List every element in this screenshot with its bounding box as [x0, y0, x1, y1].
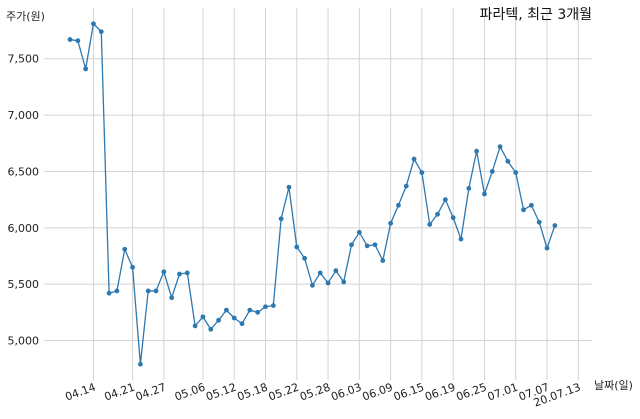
x-tick-label: 05.28 — [298, 381, 332, 404]
data-point — [247, 307, 253, 313]
data-point — [474, 148, 480, 154]
data-point — [302, 255, 307, 261]
data-point — [325, 280, 331, 286]
data-point — [489, 169, 495, 174]
data-point — [341, 279, 347, 285]
data-point — [482, 191, 487, 197]
x-tick-label: 04.27 — [134, 381, 168, 404]
x-tick-label: 06.25 — [454, 381, 488, 404]
data-point — [364, 243, 370, 249]
data-point — [411, 156, 417, 162]
data-point — [270, 303, 276, 308]
data-point — [137, 361, 143, 367]
data-point — [161, 269, 167, 275]
data-point — [466, 185, 472, 191]
data-point — [528, 202, 534, 208]
data-point — [427, 222, 433, 227]
y-tick-label: 5,000 — [8, 335, 40, 348]
data-point — [505, 158, 511, 164]
data-point — [130, 264, 135, 270]
data-point — [286, 184, 292, 190]
y-tick-label: 6,500 — [8, 165, 40, 178]
y-axis-title: 주가(원) — [6, 10, 45, 23]
x-tick-label: 05.22 — [267, 381, 301, 404]
data-point — [192, 323, 198, 329]
data-point — [497, 144, 503, 150]
x-tick-label: 06.03 — [329, 381, 363, 404]
data-point — [356, 229, 362, 235]
data-point — [333, 268, 339, 274]
x-tick-label: 06.15 — [392, 381, 426, 404]
data-point — [114, 288, 120, 294]
data-point — [403, 183, 409, 189]
x-tick-label: 05.12 — [204, 381, 238, 404]
x-tick-label: 04.21 — [103, 381, 137, 404]
x-axis-title: 날짜(일) — [594, 378, 633, 392]
data-point — [294, 244, 300, 250]
y-tick-label: 5,500 — [8, 278, 40, 291]
data-point — [544, 245, 550, 251]
x-tick-label: 04.14 — [63, 381, 97, 404]
data-point — [91, 21, 96, 27]
data-point — [458, 236, 464, 242]
y-tick-label: 7,500 — [8, 53, 40, 66]
y-axis-ticks: 5,000 5,500 6,000 6,500 7,000 7,500 — [8, 53, 40, 348]
data-point — [184, 270, 190, 276]
data-point — [380, 258, 386, 263]
data-point — [317, 270, 323, 276]
data-point — [396, 202, 401, 208]
data-point — [231, 315, 237, 321]
data-point — [224, 307, 229, 313]
data-point — [552, 223, 558, 228]
data-point — [372, 242, 378, 248]
data-point — [278, 216, 284, 222]
data-point — [216, 317, 221, 323]
y-tick-label: 6,000 — [8, 222, 40, 235]
data-point — [98, 29, 104, 35]
price-points — [67, 21, 558, 367]
data-point — [521, 207, 526, 213]
chart-title: 파라텍, 최근 3개월 — [480, 7, 592, 23]
data-point — [388, 220, 394, 226]
data-point — [536, 219, 542, 225]
data-point — [442, 197, 448, 203]
data-point — [153, 288, 159, 294]
x-tick-label: 05.18 — [235, 381, 269, 404]
data-point — [145, 288, 151, 294]
x-tick-label: 05.06 — [173, 381, 207, 404]
data-point — [75, 38, 81, 44]
data-point — [208, 326, 214, 332]
data-point — [67, 37, 73, 42]
data-point — [419, 170, 425, 175]
data-point — [122, 246, 128, 252]
data-point — [513, 170, 519, 175]
data-point — [263, 304, 268, 310]
data-point — [83, 66, 89, 72]
y-tick-label: 7,000 — [8, 109, 40, 122]
data-point — [435, 211, 440, 217]
data-point — [177, 271, 182, 277]
data-point — [450, 215, 456, 221]
data-point — [255, 309, 261, 315]
grid-lines — [44, 8, 592, 380]
x-tick-label: 07.01 — [486, 381, 520, 404]
x-tick-label: 06.09 — [361, 381, 395, 404]
data-point — [239, 321, 245, 327]
data-point — [200, 314, 206, 320]
data-point — [310, 282, 315, 288]
x-tick-label: 06.19 — [423, 381, 457, 404]
data-point — [169, 295, 175, 301]
data-point — [106, 290, 112, 296]
data-point — [349, 242, 354, 248]
